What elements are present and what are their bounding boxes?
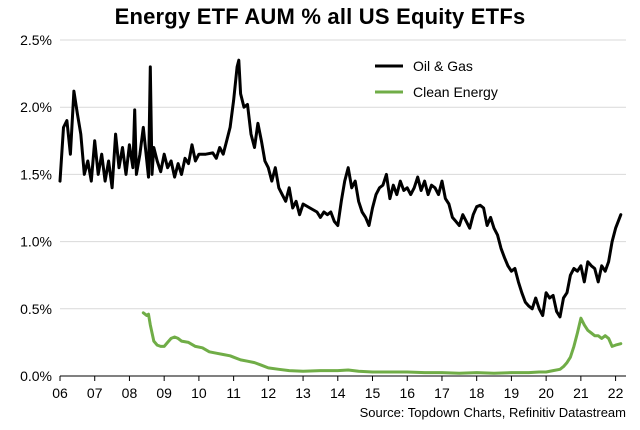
x-tick-label: 20 — [538, 385, 554, 401]
x-tick-label: 08 — [122, 385, 138, 401]
legend: Oil & Gas Clean Energy — [375, 58, 498, 100]
x-tick-label: 22 — [608, 385, 624, 401]
x-tick-label: 17 — [434, 385, 450, 401]
x-tick-label: 10 — [191, 385, 207, 401]
y-tick-label: 1.5% — [20, 166, 52, 182]
x-tick-label: 21 — [573, 385, 589, 401]
grid-layer — [60, 39, 626, 310]
series-line-oil-gas — [58, 58, 623, 319]
x-tick-label: 19 — [504, 385, 520, 401]
source-note: Source: Topdown Charts, Refinitiv Datast… — [359, 405, 626, 420]
x-tick-label: 07 — [87, 385, 103, 401]
x-tick-label: 11 — [226, 385, 241, 401]
legend-label-clean-energy: Clean Energy — [413, 84, 498, 100]
chart-title: Energy ETF AUM % all US Equity ETFs — [114, 4, 526, 29]
x-tick-label: 12 — [261, 385, 277, 401]
x-tick-label: 18 — [469, 385, 485, 401]
y-tick-label: 0.5% — [20, 301, 52, 317]
y-tick-label: 1.0% — [20, 234, 52, 250]
y-tick-label: 0.0% — [20, 368, 52, 384]
y-tick-label: 2.0% — [20, 99, 52, 115]
legend-label-oil-gas: Oil & Gas — [413, 58, 473, 74]
axis-layer: 0.0% 0.5% 1.0% 1.5% 2.0% 2.5% 06 07 08 09 10 11 12 13… — [20, 32, 626, 401]
x-tick-label: 16 — [399, 385, 415, 401]
x-tick-label: 15 — [365, 385, 381, 401]
x-tick-label: 06 — [52, 385, 68, 401]
x-tick-label: 09 — [156, 385, 172, 401]
series-line-clean-energy — [141, 311, 623, 375]
series-layer — [58, 58, 623, 375]
x-tick-label: 14 — [330, 385, 346, 401]
x-tick-label: 13 — [295, 385, 311, 401]
y-tick-label: 2.5% — [20, 32, 52, 48]
